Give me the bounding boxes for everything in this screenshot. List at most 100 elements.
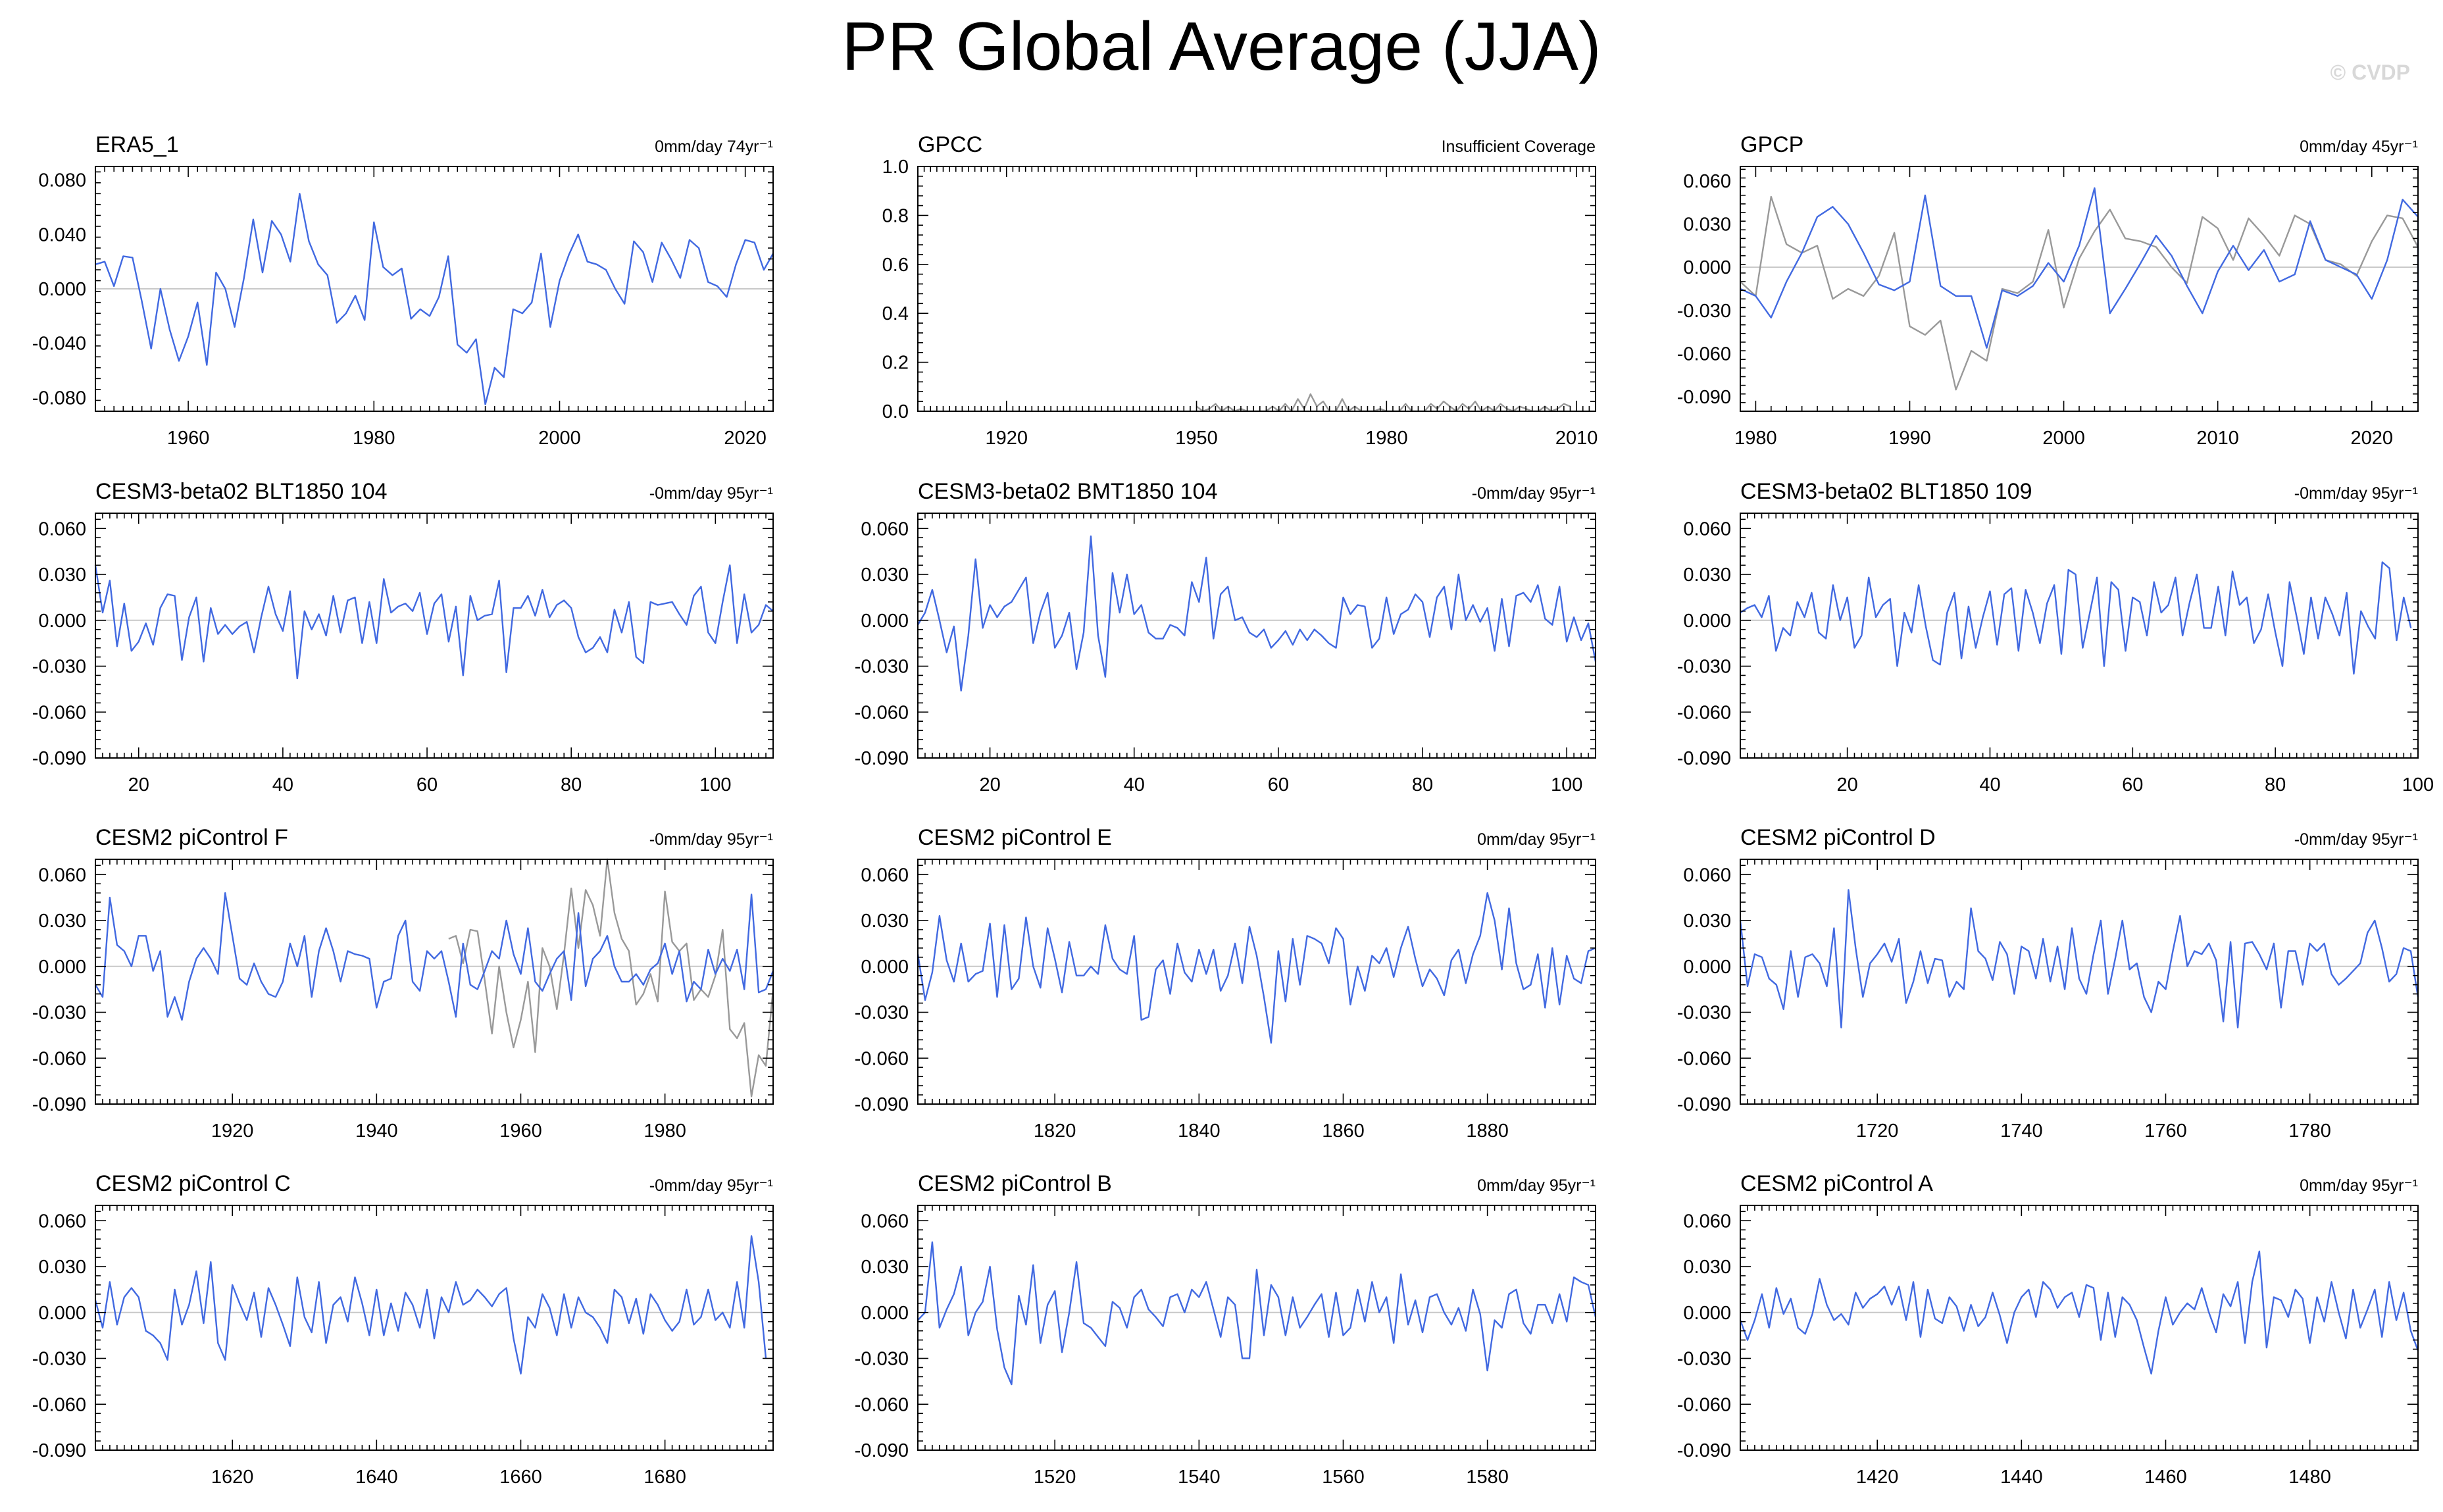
x-tick-label: 1990 xyxy=(1888,428,1931,449)
chart-title: CESM3-beta02 BMT1850 104 xyxy=(918,479,1217,504)
chart-title: CESM2 piControl D xyxy=(1740,825,1936,850)
y-tick-label: 0.000 xyxy=(1683,257,1731,278)
chart-annotation: -0mm/day 95yr⁻¹ xyxy=(649,484,773,503)
y-tick-label: 0.030 xyxy=(38,911,86,932)
y-tick-label: -0.090 xyxy=(32,1094,86,1115)
y-tick-label: 0.000 xyxy=(1683,611,1731,632)
x-tick-label: 1660 xyxy=(499,1467,542,1488)
x-tick-label: 20 xyxy=(128,774,149,795)
y-tick-label: 0.8 xyxy=(882,205,909,226)
x-tick-label: 1560 xyxy=(1322,1467,1365,1488)
x-tick-label: 1920 xyxy=(986,428,1028,449)
y-tick-label: 0.030 xyxy=(1683,214,1731,236)
plot-frame xyxy=(1740,1205,2419,1451)
x-tick-label: 1860 xyxy=(1322,1121,1365,1142)
page-title: PR Global Average (JJA) xyxy=(842,9,1601,85)
y-tick-label: -0.030 xyxy=(1677,301,1731,322)
y-tick-label: 0.000 xyxy=(38,611,86,632)
x-tick-label: 1980 xyxy=(1365,428,1408,449)
x-tick-label: 40 xyxy=(1979,774,2000,795)
chart-cesm2-picontrol-b: CESM2 piControl B 0mm/day 95yr⁻¹ 1520 1540 1… xyxy=(855,1171,1597,1488)
x-tick-label: 1920 xyxy=(211,1121,254,1142)
x-tick-label: 2020 xyxy=(724,428,767,449)
chart-annotation: 0mm/day 95yr⁻¹ xyxy=(2300,1176,2418,1195)
y-tick-label: -0.030 xyxy=(32,657,86,678)
x-tick-label: 1460 xyxy=(2144,1467,2187,1488)
y-tick-label: 0.030 xyxy=(1683,1257,1731,1278)
chart-annotation: Insufficient Coverage xyxy=(1442,138,1596,156)
y-tick-label: -0.090 xyxy=(1677,748,1731,769)
x-tick-label: 1960 xyxy=(167,428,210,449)
y-tick-label: -0.060 xyxy=(1677,343,1731,365)
x-tick-label: 1580 xyxy=(1466,1467,1509,1488)
y-tick-label: -0.040 xyxy=(32,334,86,355)
y-tick-label: -0.030 xyxy=(1677,1003,1731,1024)
chart-title: CESM3-beta02 BLT1850 109 xyxy=(1740,479,2032,504)
x-tick-label: 40 xyxy=(1124,774,1145,795)
y-tick-label: 0.2 xyxy=(882,353,909,374)
y-tick-label: 0.030 xyxy=(38,565,86,586)
x-tick-label: 1760 xyxy=(2144,1121,2187,1142)
chart-annotation: 0mm/day 95yr⁻¹ xyxy=(1477,1176,1596,1195)
y-tick-label: -0.060 xyxy=(1677,702,1731,723)
x-tick-label: 60 xyxy=(416,774,438,795)
series-line-gpcc xyxy=(1196,393,1571,413)
y-tick-label: -0.060 xyxy=(32,1048,86,1069)
plot-frame xyxy=(1740,513,2419,759)
x-tick-label: 40 xyxy=(272,774,293,795)
x-tick-label: 20 xyxy=(979,774,1000,795)
y-tick-label: -0.030 xyxy=(855,1003,909,1024)
chart-title: CESM2 piControl C xyxy=(95,1171,291,1196)
x-tick-label: 1720 xyxy=(1856,1121,1899,1142)
y-tick-label: -0.060 xyxy=(32,702,86,723)
y-tick-label: -0.090 xyxy=(855,748,909,769)
chart-title: GPCP xyxy=(1740,132,1803,157)
y-tick-label: 0.030 xyxy=(861,565,909,586)
plot-frame xyxy=(917,859,1596,1105)
x-tick-label: 1940 xyxy=(355,1121,398,1142)
y-tick-label: 0.030 xyxy=(1683,911,1731,932)
x-tick-label: 1980 xyxy=(643,1121,686,1142)
x-tick-label: 1680 xyxy=(643,1467,686,1488)
chart-era5-1: ERA5_1 0mm/day 74yr⁻¹ 1960 1980 2000 2020 -0.0… xyxy=(32,132,774,449)
chart-title: CESM2 piControl A xyxy=(1740,1171,1933,1196)
x-tick-label: 1740 xyxy=(2000,1121,2043,1142)
series-line-cesm2-picontrol-b xyxy=(917,1241,1597,1386)
y-tick-label: 0.060 xyxy=(1683,1211,1731,1232)
x-tick-label: 1980 xyxy=(1734,428,1777,449)
y-tick-label: -0.090 xyxy=(1677,1440,1731,1461)
x-tick-label: 100 xyxy=(699,774,731,795)
chart-title: CESM2 piControl F xyxy=(95,825,288,850)
y-tick-label: -0.090 xyxy=(1677,1094,1731,1115)
series-line-cesm2-picontrol-c xyxy=(94,1235,767,1375)
plot-frame xyxy=(917,166,1596,412)
y-tick-label: -0.060 xyxy=(1677,1394,1731,1415)
x-tick-label: 1520 xyxy=(1034,1467,1076,1488)
chart-title: CESM2 piControl E xyxy=(918,825,1112,850)
plot-frame xyxy=(95,859,774,1105)
chart-annotation: 0mm/day 95yr⁻¹ xyxy=(1477,830,1596,849)
x-tick-label: 1620 xyxy=(211,1467,254,1488)
y-tick-label: -0.030 xyxy=(32,1003,86,1024)
x-tick-label: 1780 xyxy=(2288,1121,2331,1142)
y-tick-label: -0.090 xyxy=(32,1440,86,1461)
x-tick-label: 1440 xyxy=(2000,1467,2043,1488)
x-tick-label: 1480 xyxy=(2288,1467,2331,1488)
chart-cesm2-picontrol-c: CESM2 piControl C -0mm/day 95yr⁻¹ 1620 1640… xyxy=(32,1171,774,1488)
y-tick-label: 0.000 xyxy=(1683,1303,1731,1324)
chart-gpcc: GPCC Insufficient Coverage 1920 1950 1980 201… xyxy=(882,132,1598,449)
y-tick-label: -0.030 xyxy=(1677,1349,1731,1370)
series-line-era5 xyxy=(448,858,774,1097)
y-tick-label: 0.060 xyxy=(861,518,909,540)
x-tick-label: 2010 xyxy=(1555,428,1598,449)
y-tick-label: 0.080 xyxy=(38,170,86,191)
x-tick-label: 80 xyxy=(2265,774,2286,795)
y-tick-label: -0.060 xyxy=(1677,1048,1731,1069)
y-tick-label: -0.060 xyxy=(855,1394,909,1415)
x-tick-label: 2000 xyxy=(2042,428,2085,449)
y-tick-label: 1.0 xyxy=(882,157,909,178)
x-tick-label: 1840 xyxy=(1178,1121,1221,1142)
chart-cesm2-picontrol-d: CESM2 piControl D -0mm/day 95yr⁻¹ 1720 1740… xyxy=(1677,825,2419,1142)
y-tick-label: 0.060 xyxy=(38,1211,86,1232)
y-tick-label: 0.000 xyxy=(1683,957,1731,978)
